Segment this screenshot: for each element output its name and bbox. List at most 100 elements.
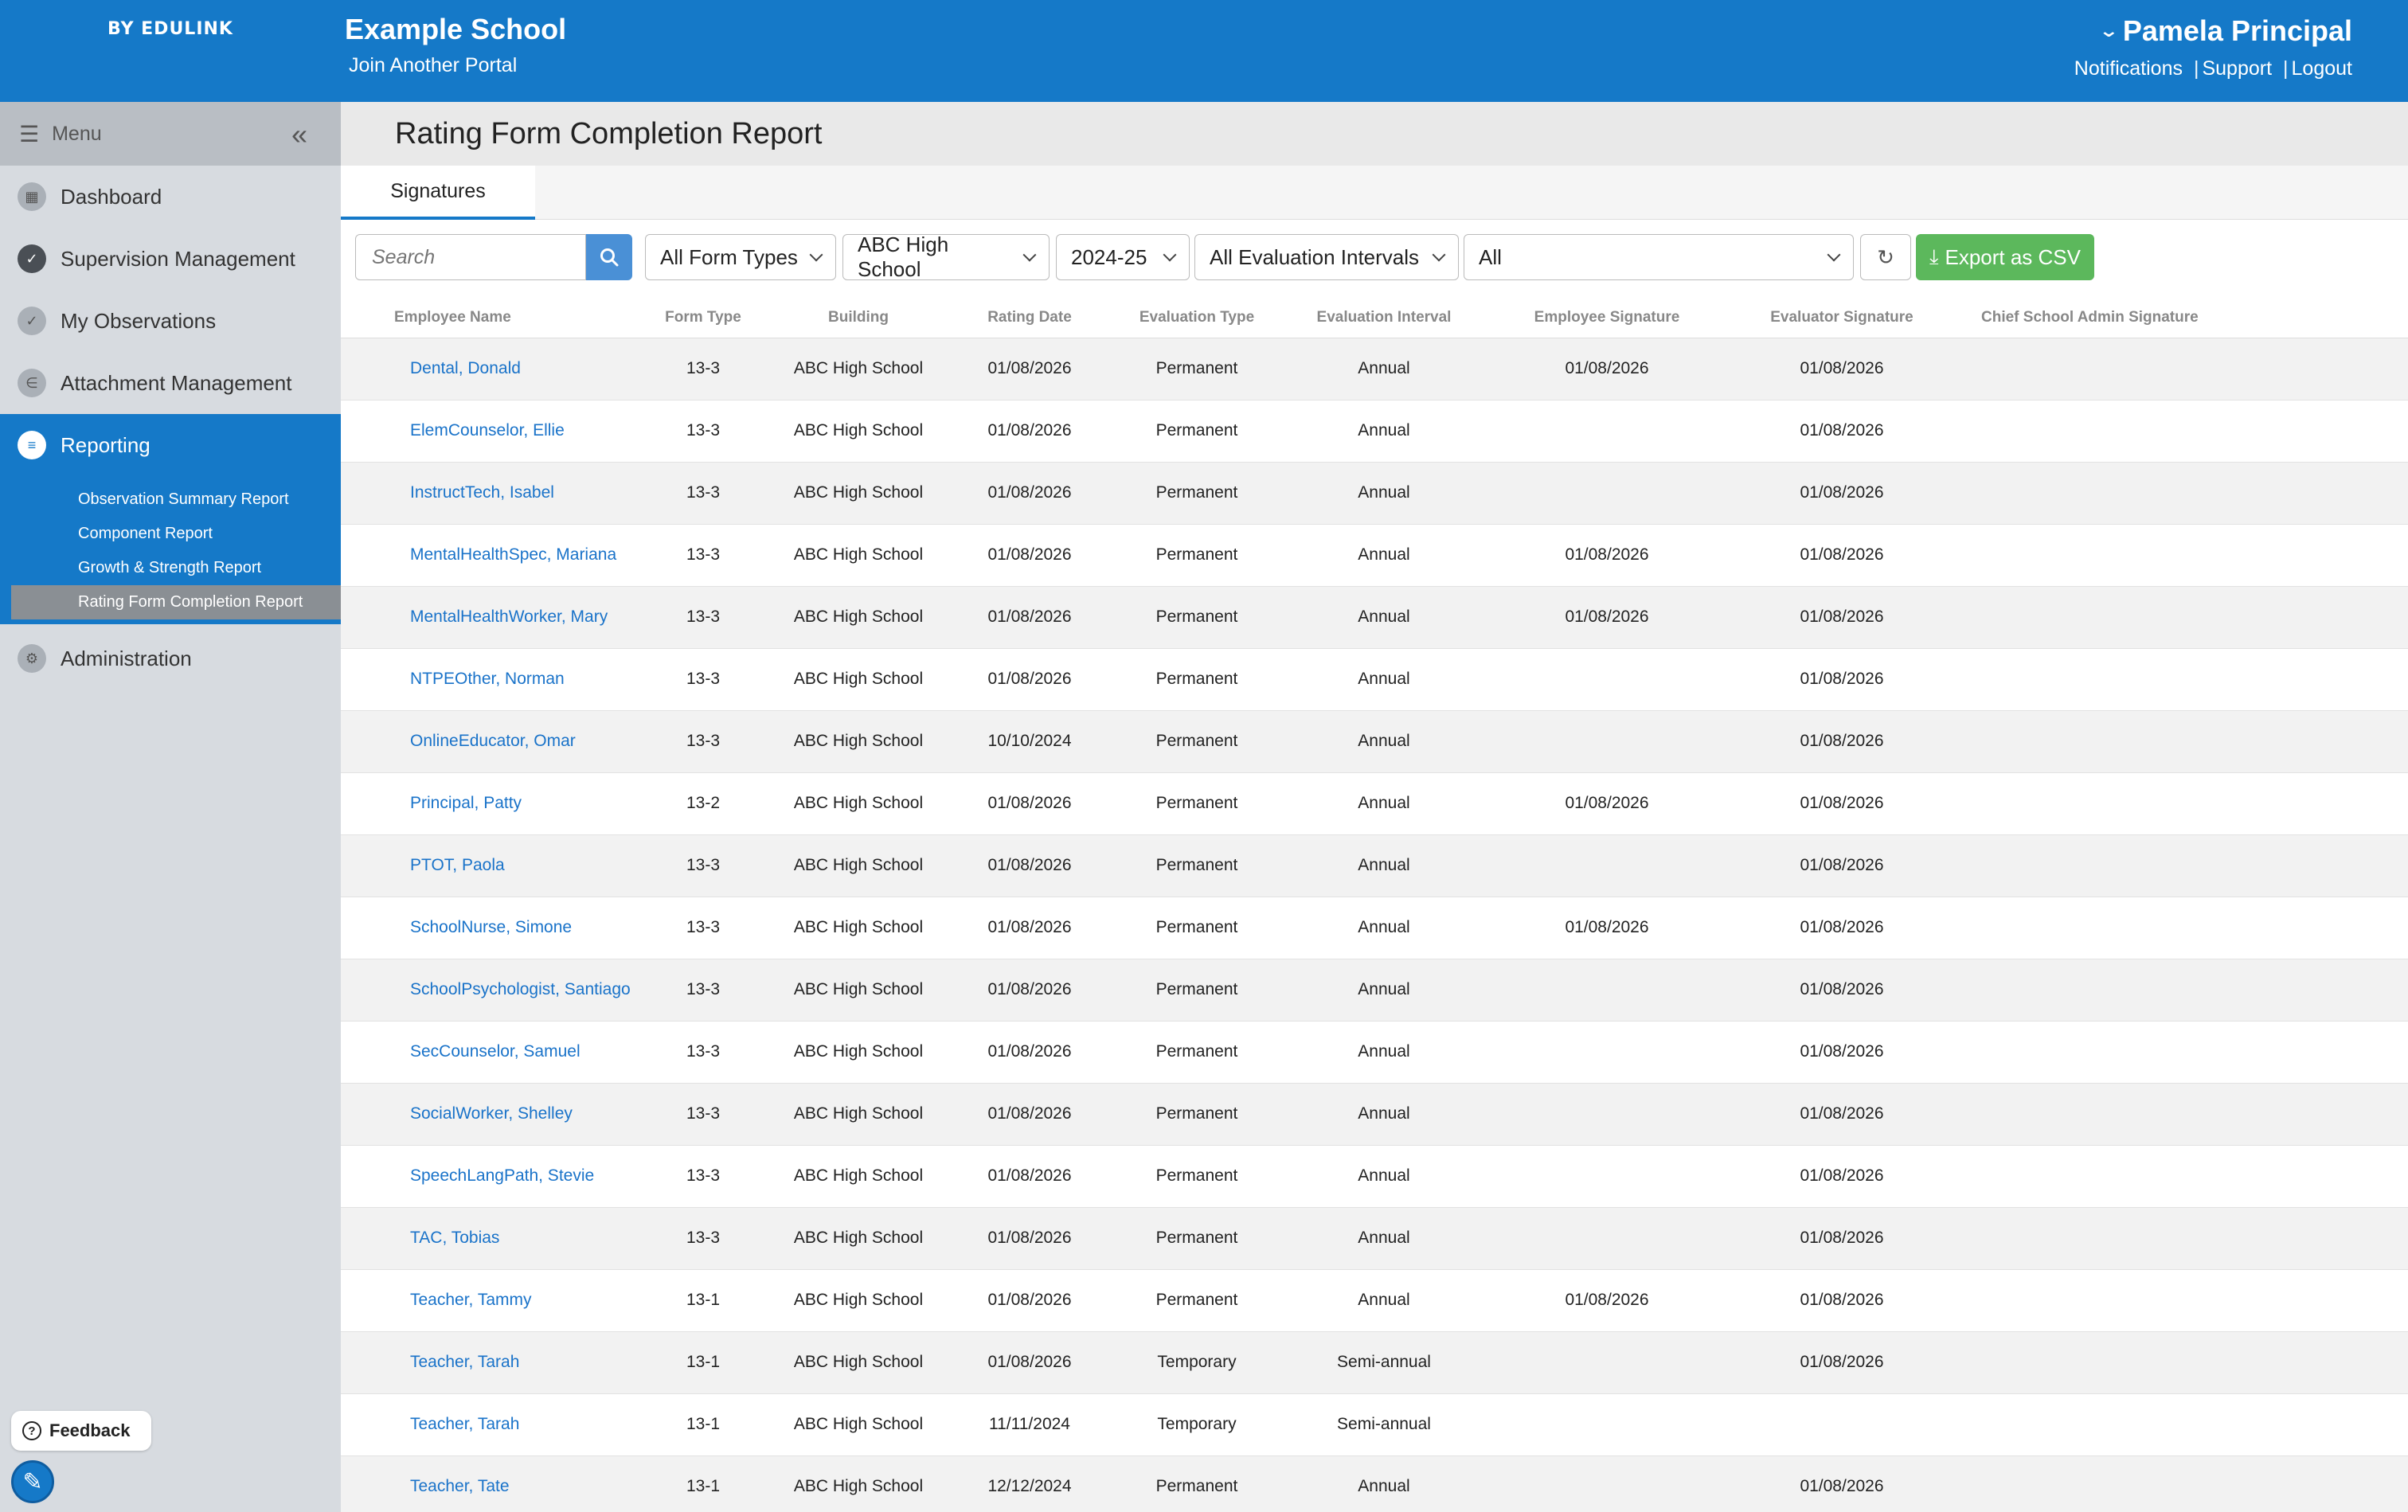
year-select[interactable]: 2024-25 — [1056, 234, 1190, 280]
table-cell — [1487, 462, 1726, 525]
column-header[interactable]: Chief School Admin Signature — [1957, 298, 2408, 338]
employee-name-link[interactable]: SocialWorker, Shelley — [341, 1083, 635, 1146]
employee-name-link[interactable]: SecCounselor, Samuel — [341, 1021, 635, 1084]
employee-name-link[interactable]: MentalHealthWorker, Mary — [341, 586, 635, 649]
building-value: ABC High School — [858, 232, 949, 281]
table-cell: Permanent — [1113, 586, 1280, 649]
refresh-icon: ↻ — [1877, 244, 1894, 269]
tab-signatures[interactable]: Signatures — [341, 166, 535, 220]
employee-name-link[interactable]: Teacher, Tate — [341, 1455, 635, 1512]
join-another-portal-link[interactable]: Join Another Portal — [349, 54, 518, 76]
subnav-component-report[interactable]: Component Report — [78, 525, 213, 542]
employee-name-link[interactable]: Teacher, Tarah — [341, 1331, 635, 1394]
column-header[interactable]: Evaluation Interval — [1280, 298, 1487, 338]
support-link[interactable]: Support — [2202, 57, 2273, 80]
table-cell: 01/08/2026 — [946, 1207, 1113, 1270]
table-cell — [1957, 648, 2408, 711]
notes-help-icon[interactable]: ✎ — [11, 1460, 54, 1503]
table-cell: 13-3 — [635, 1021, 771, 1084]
collapse-menu-icon[interactable]: « — [291, 118, 307, 150]
table-cell: 11/11/2024 — [946, 1393, 1113, 1456]
subnav-rating-form-completion-report[interactable]: Rating Form Completion Report — [0, 585, 341, 619]
employee-name-link[interactable]: Dental, Donald — [341, 338, 635, 400]
table-cell — [1487, 400, 1726, 463]
evaluation-interval-select[interactable]: All Evaluation Intervals — [1194, 234, 1459, 280]
search-icon — [600, 248, 619, 267]
subnav-growth-strength-report[interactable]: Growth & Strength Report — [78, 559, 262, 576]
dashboard-icon: ▦ — [18, 182, 46, 211]
column-header[interactable]: Employee Name — [341, 298, 635, 338]
form-type-select[interactable]: All Form Types — [645, 234, 836, 280]
table-cell — [1957, 400, 2408, 463]
link-separator: | — [2193, 57, 2199, 80]
column-header[interactable]: Evaluator Signature — [1726, 298, 1957, 338]
employee-name-link[interactable]: SpeechLangPath, Stevie — [341, 1145, 635, 1208]
table-cell: Permanent — [1113, 897, 1280, 959]
export-csv-button[interactable]: ⤓ Export as CSV — [1916, 234, 2094, 280]
table-cell: 01/08/2026 — [946, 586, 1113, 649]
employee-name-link[interactable]: OnlineEducator, Omar — [341, 710, 635, 773]
table-cell: 13-3 — [635, 1083, 771, 1146]
sidebar-item-dashboard[interactable]: ▦ Dashboard — [0, 166, 341, 228]
employee-name-link[interactable]: ElemCounselor, Ellie — [341, 400, 635, 463]
sidebar-item-label: Supervision Management — [61, 246, 295, 271]
report-icon: ≡ — [18, 431, 46, 459]
column-header[interactable]: Rating Date — [946, 298, 1113, 338]
table-row: Teacher, Tarah 13-1 ABC High School 11/11/2… — [341, 1393, 2408, 1456]
employee-name-link[interactable]: TAC, Tobias — [341, 1207, 635, 1270]
link-separator: | — [2283, 57, 2289, 80]
table-cell: 01/08/2026 — [946, 338, 1113, 400]
table-cell: Annual — [1280, 1207, 1487, 1270]
logo-sub-text: BY EDULINK — [108, 19, 233, 39]
table-cell: ABC High School — [771, 834, 946, 897]
table-cell: ABC High School — [771, 1083, 946, 1146]
table-cell: 01/08/2026 — [1726, 338, 1957, 400]
logout-link[interactable]: Logout — [2291, 57, 2352, 80]
sidebar-item-my-observations[interactable]: ✓ My Observations — [0, 290, 341, 352]
employee-name-link[interactable]: MentalHealthSpec, Mariana — [341, 524, 635, 587]
employee-name-link[interactable]: Principal, Patty — [341, 772, 635, 835]
sidebar-item-supervision-management[interactable]: ✓ Supervision Management — [0, 228, 341, 290]
sidebar-item-reporting[interactable]: ≡ Reporting — [0, 414, 341, 476]
table-cell: 13-3 — [635, 959, 771, 1022]
sidebar-item-administration[interactable]: ⚙ Administration — [0, 627, 341, 690]
sidebar-item-label: Reporting — [61, 432, 150, 457]
table-cell: 01/08/2026 — [1726, 524, 1957, 587]
feedback-button[interactable]: ? Feedback — [11, 1411, 151, 1451]
reset-filters-button[interactable]: ↻ — [1860, 234, 1911, 280]
paetep-logo[interactable]: PAETEP BY EDULINK — [83, 18, 1556, 166]
employee-name-link[interactable]: NTPEOther, Norman — [341, 648, 635, 711]
table-cell — [1957, 338, 2408, 400]
table-cell: 13-3 — [635, 586, 771, 649]
table-cell: Annual — [1280, 710, 1487, 773]
employee-name-link[interactable]: SchoolNurse, Simone — [341, 897, 635, 959]
table-cell: Annual — [1280, 1145, 1487, 1208]
table-cell: 01/08/2026 — [1487, 1269, 1726, 1332]
column-header[interactable]: Building — [771, 298, 946, 338]
table-cell: ABC High School — [771, 648, 946, 711]
user-menu[interactable]: ⌄ Pamela Principal — [2074, 14, 2352, 48]
column-header[interactable]: Evaluation Type — [1113, 298, 1280, 338]
notifications-link[interactable]: Notifications — [2074, 57, 2183, 80]
table-cell: Semi-annual — [1280, 1331, 1487, 1394]
status-select[interactable]: All — [1464, 234, 1854, 280]
search-button[interactable] — [586, 234, 632, 280]
sidebar-item-attachment-management[interactable]: ∈ Attachment Management — [0, 352, 341, 414]
employee-name-link[interactable]: Teacher, Tammy — [341, 1269, 635, 1332]
column-header[interactable]: Employee Signature — [1487, 298, 1726, 338]
column-header[interactable]: Form Type — [635, 298, 771, 338]
employee-name-link[interactable]: InstructTech, Isabel — [341, 462, 635, 525]
building-select[interactable]: ABC High School — [842, 232, 1050, 281]
employee-name-link[interactable]: SchoolPsychologist, Santiago — [341, 959, 635, 1022]
chevron-down-icon — [1432, 248, 1446, 262]
check-icon: ✓ — [18, 307, 46, 335]
table-cell: Annual — [1280, 648, 1487, 711]
search-input[interactable] — [355, 234, 586, 280]
subnav-observation-summary-report[interactable]: Observation Summary Report — [78, 490, 289, 508]
table-cell: Annual — [1280, 959, 1487, 1022]
report-table: Employee Name Form Type Building Rating … — [341, 298, 2408, 1512]
table-cell: Permanent — [1113, 959, 1280, 1022]
employee-name-link[interactable]: PTOT, Paola — [341, 834, 635, 897]
table-cell: 01/08/2026 — [946, 400, 1113, 463]
employee-name-link[interactable]: Teacher, Tarah — [341, 1393, 635, 1456]
